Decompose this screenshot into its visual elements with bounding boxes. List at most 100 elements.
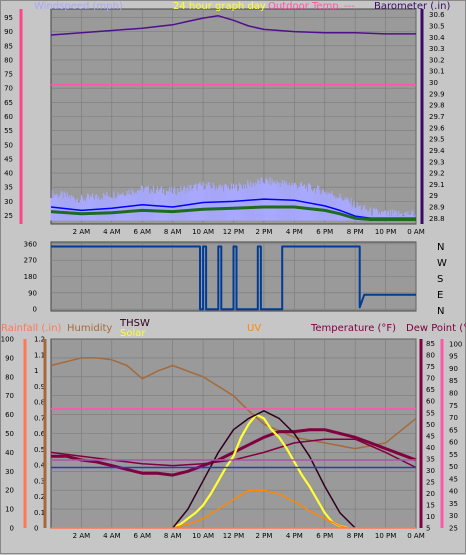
series-line-solar (172, 413, 348, 530)
right-tick-label: 29.5 (429, 136, 445, 144)
right-tick-label: 30.5 (429, 22, 445, 30)
legend-solar: Solar (120, 328, 146, 339)
temp-tick-label: 20 (426, 490, 435, 498)
temp-tick-label: 75 (426, 363, 435, 371)
temp-tick-label: 65 (426, 386, 435, 394)
rain-tick-label: 0.9 (34, 383, 45, 391)
x-tick-label: 12 PM (223, 228, 244, 236)
left-tick-label: 0 (33, 306, 37, 314)
left-tick-label: 25 (4, 212, 13, 220)
left-tick-label: 65 (4, 99, 13, 107)
left-tick-label: 85 (4, 42, 13, 50)
temp2-tick-label: 80 (449, 390, 458, 398)
temp-tick-label: 5 (426, 525, 430, 533)
compass-label: W (437, 258, 447, 269)
humidity-tick-label: 100 (1, 336, 14, 344)
temp-tick-label: 15 (426, 501, 435, 509)
left-tick-label: 270 (24, 257, 37, 265)
legend-thsw: THSW (119, 318, 150, 329)
temp2-tick-label: 60 (449, 439, 458, 447)
rain-tick-label: 0.5 (34, 446, 45, 454)
legend-uv: UV (247, 323, 261, 334)
legend-windspeed: Windspeed (mph) (34, 1, 123, 12)
right-tick-label: 30.6 (429, 11, 445, 19)
left-tick-label: 95 (4, 14, 13, 22)
x-tick-label: 2 PM (255, 228, 272, 236)
humidity-tick-label: 40 (5, 449, 14, 457)
x-tick-label: 10 PM (375, 228, 396, 236)
temp2-tick-label: 75 (449, 402, 458, 410)
right-tick-label: 29.2 (429, 170, 445, 178)
right-tick-label: 30 (429, 79, 438, 87)
x-tick-label: 8 PM (347, 532, 364, 540)
rain-tick-label: 0.1 (34, 509, 45, 517)
left-tick-label: 30 (4, 198, 13, 206)
temp2-tick-label: 55 (449, 451, 458, 459)
humidity-tick-label: 10 (5, 506, 14, 514)
compass-label: E (437, 290, 443, 301)
left-tick-label: 75 (4, 71, 13, 79)
temp2-tick-label: 30 (449, 512, 458, 520)
x-tick-label: 6 PM (316, 228, 333, 236)
series-line-thsw (172, 410, 356, 529)
rain-tick-label: 0.2 (34, 493, 45, 501)
compass-label: N (437, 242, 444, 253)
left-tick-label: 70 (4, 85, 13, 93)
temp2-tick-label: 95 (449, 353, 458, 361)
humidity-tick-label: 60 (5, 411, 14, 419)
right-tick-label: 29.1 (429, 181, 445, 189)
x-tick-label: 12 PM (223, 532, 244, 540)
temp-tick-label: 30 (426, 467, 435, 475)
x-tick-label: 8 PM (347, 228, 364, 236)
x-tick-label: 2 PM (255, 532, 272, 540)
x-tick-label: 8 AM (164, 532, 182, 540)
temp2-tick-label: 35 (449, 500, 458, 508)
temp-tick-label: 70 (426, 375, 435, 383)
compass-label: N (437, 306, 444, 317)
left-tick-label: 40 (4, 170, 13, 178)
left-tick-label: 50 (4, 141, 13, 149)
legend-dew-point: Dew Point (°F) (406, 323, 466, 334)
temp2-tick-label: 100 (449, 340, 462, 348)
series-line-temperature-f- (51, 428, 417, 477)
rain-tick-label: 1 (34, 367, 38, 375)
temp-tick-label: 80 (426, 352, 435, 360)
rain-tick-label: 0 (34, 525, 38, 533)
left-tick-label: 90 (4, 28, 13, 36)
series-line-unnamed (50, 205, 416, 221)
legend-graph-day: 24 hour graph day (173, 1, 266, 12)
x-tick-label: 10 AM (192, 228, 214, 236)
temp-tick-label: 55 (426, 409, 435, 417)
humidity-tick-label: 30 (5, 468, 14, 476)
right-tick-label: 28.9 (429, 204, 445, 212)
right-tick-label: 29.3 (429, 158, 445, 166)
humidity-tick-label: 80 (5, 373, 14, 381)
temp-tick-label: 25 (426, 478, 435, 486)
humidity-tick-label: 90 (5, 354, 14, 362)
series-line-unnamed (50, 198, 416, 220)
temp2-tick-label: 65 (449, 426, 458, 434)
x-tick-label: 2 AM (73, 532, 91, 540)
temp-tick-label: 35 (426, 455, 435, 463)
temp-tick-label: 45 (426, 432, 435, 440)
rain-tick-label: 1.1 (34, 351, 45, 359)
legend-outdoor-temp: Outdoor Temp. (268, 1, 342, 12)
rain-tick-label: 0.7 (34, 414, 45, 422)
rain-tick-label: 0.8 (34, 399, 45, 407)
compass-label: S (437, 274, 443, 285)
x-tick-label: 8 AM (164, 228, 182, 236)
right-tick-label: 30.4 (429, 34, 445, 42)
x-tick-label: 6 PM (316, 532, 333, 540)
left-tick-label: 360 (24, 240, 37, 248)
temp-tick-label: 40 (426, 444, 435, 452)
right-tick-label: 30.1 (429, 68, 445, 76)
x-tick-label: 6 AM (133, 532, 151, 540)
right-tick-label: 29.6 (429, 124, 445, 132)
right-tick-label: 29.8 (429, 102, 445, 110)
temp2-tick-label: 70 (449, 414, 458, 422)
temp2-tick-label: 85 (449, 377, 458, 385)
temp2-tick-label: 25 (449, 525, 458, 533)
x-tick-label: 4 PM (286, 228, 303, 236)
